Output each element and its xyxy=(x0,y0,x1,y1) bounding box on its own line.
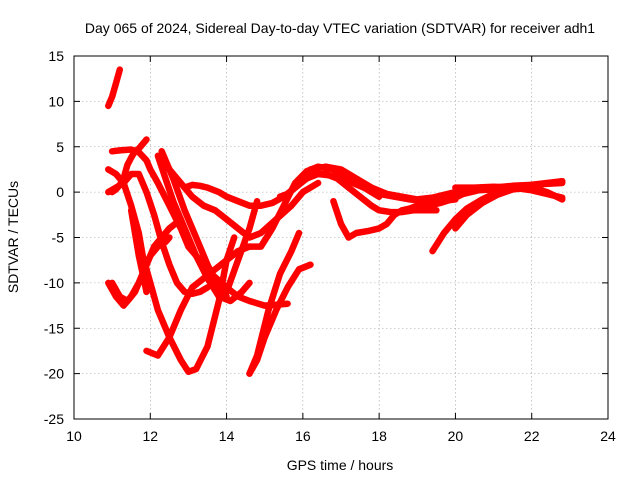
x-tick-label: 14 xyxy=(219,428,235,444)
y-tick-label: 5 xyxy=(56,139,64,155)
axis-ticks xyxy=(73,55,609,420)
series-group xyxy=(105,66,566,377)
series-sat-h xyxy=(108,136,150,196)
series-sat-k xyxy=(143,243,253,359)
chart-title: Day 065 of 2024, Sidereal Day-to-day VTE… xyxy=(85,20,595,36)
series-sat-s xyxy=(299,170,440,216)
series-sat-p xyxy=(246,229,303,377)
y-tick-label: 15 xyxy=(48,48,64,64)
y-tick-labels: -25 -20 -15 -10 -5 0 5 10 15 xyxy=(44,48,64,427)
y-tick-label: 0 xyxy=(56,184,64,200)
x-tick-label: 24 xyxy=(600,428,616,444)
x-tick-label: 22 xyxy=(524,428,540,444)
x-tick-label: 10 xyxy=(66,428,82,444)
x-tick-label: 16 xyxy=(295,428,311,444)
series-sat-g xyxy=(108,234,173,305)
y-tick-label: -5 xyxy=(52,230,65,246)
series-sat-q xyxy=(242,163,383,250)
x-axis-label: GPS time / hours xyxy=(287,457,394,473)
x-tick-labels: 10 12 14 16 18 20 22 24 xyxy=(66,428,616,444)
y-tick-label: -15 xyxy=(44,320,64,336)
series-sat-x xyxy=(490,184,566,203)
y-tick-label: -20 xyxy=(44,366,64,382)
grid xyxy=(74,56,608,419)
series-sat-f xyxy=(127,207,150,296)
x-tick-label: 18 xyxy=(371,428,387,444)
y-tick-label: 10 xyxy=(48,93,64,109)
y-axis-label: SDTVAR / TECUs xyxy=(5,181,21,293)
series-sat-y xyxy=(276,172,314,200)
series-sat-c xyxy=(105,166,238,376)
x-tick-label: 20 xyxy=(448,428,464,444)
x-tick-label: 12 xyxy=(142,428,158,444)
y-tick-label: -25 xyxy=(44,411,64,427)
series-sat-l xyxy=(154,152,253,305)
series-sat-a xyxy=(105,66,124,110)
y-tick-label: -10 xyxy=(44,275,64,291)
